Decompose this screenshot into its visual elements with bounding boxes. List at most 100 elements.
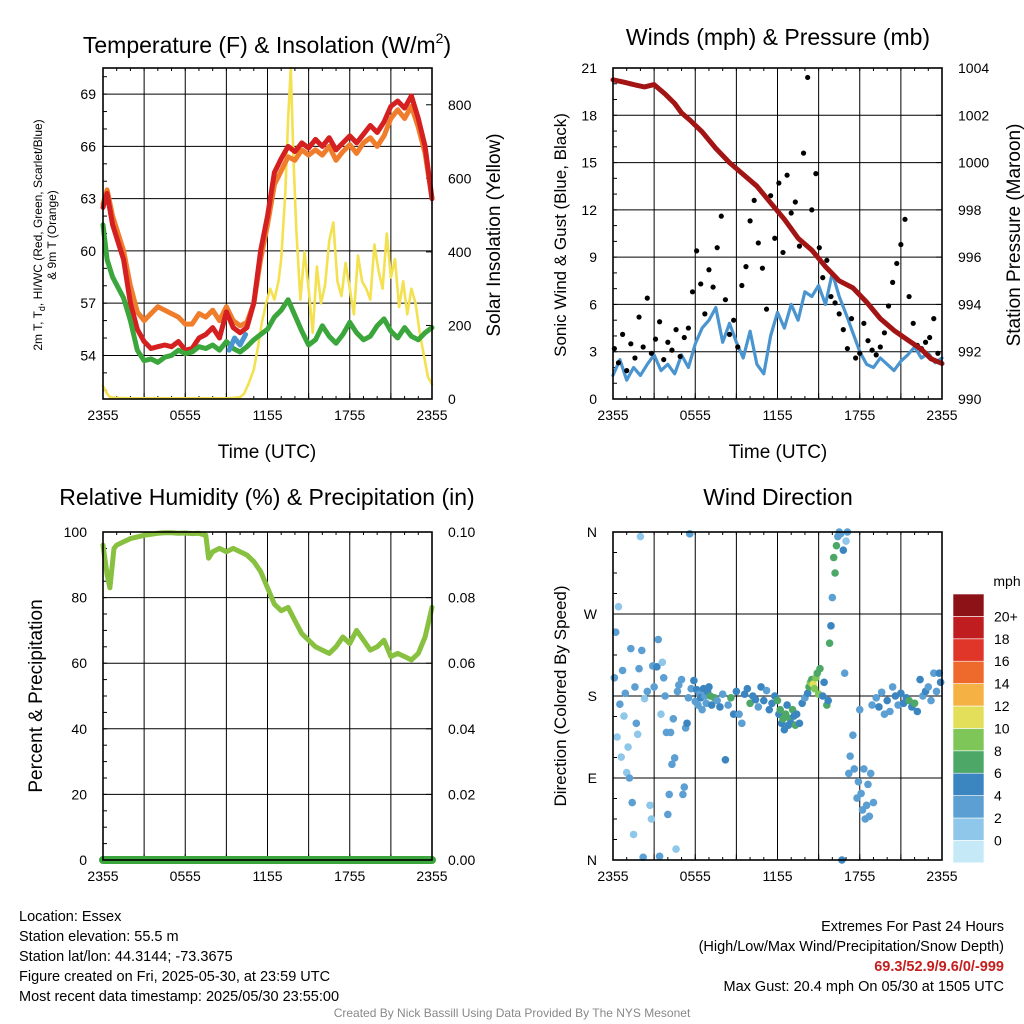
direction-point (631, 683, 639, 691)
gust-point (840, 327, 846, 333)
temperature-panel: 2355 0555 1155 1755 2355 54 57 60 63 66 69 0 200 400 6… (31, 30, 505, 463)
direction-point (868, 701, 876, 709)
x-tick-label: 2355 (597, 407, 628, 423)
direction-point (865, 812, 874, 821)
gust-point (828, 293, 834, 300)
direction-point (866, 769, 875, 778)
x-axis-label: Time (UTC) (729, 442, 828, 463)
direction-point (632, 719, 641, 728)
direction-point (673, 687, 682, 696)
y-tick-label: 20 (71, 786, 87, 802)
direction-point (718, 690, 727, 698)
colorbar-label: 16 (994, 653, 1010, 669)
x-tick-label: 0555 (680, 868, 711, 884)
direction-point (635, 664, 643, 673)
gust-point (632, 355, 638, 361)
gust-point (816, 245, 822, 251)
direction-point (677, 675, 686, 684)
gust-point (784, 172, 790, 178)
y-tick-label: 21 (581, 60, 597, 76)
y-tick-label: 66 (80, 138, 96, 154)
direction-point (657, 710, 665, 719)
y-tick-label: 3 (589, 344, 597, 360)
direction-point (936, 678, 945, 687)
direction-point (855, 705, 864, 714)
direction-point (705, 683, 713, 691)
max-gust-text: Max Gust: 20.4 mph On 05/30 at 1505 UTC (723, 979, 1004, 995)
plot-frame (102, 531, 433, 861)
direction-point (820, 678, 828, 687)
direction-point (765, 705, 774, 714)
y-right-tick-label: 400 (448, 244, 472, 260)
colorbar-swatch (952, 705, 985, 729)
direction-point (831, 569, 839, 577)
temp-2m-line (100, 93, 435, 353)
direction-point (684, 694, 693, 702)
y-right-tick-label: 990 (958, 391, 982, 407)
gust-point (698, 281, 704, 287)
direction-point (776, 705, 785, 714)
gust-point (800, 150, 807, 156)
colorbar-label: 4 (994, 788, 1002, 804)
direction-point (825, 639, 834, 647)
x-axis-label: Time (UTC) (218, 442, 317, 463)
gust-point (681, 334, 687, 341)
direction-point (620, 712, 628, 720)
chart-title-main: Temperature (F) & Insolation (W/m (83, 32, 436, 58)
y-axis-label-right: Station Pressure (Maroon) (1004, 124, 1024, 347)
direction-point (913, 707, 922, 716)
colorbar-label: 18 (994, 631, 1010, 647)
gust-point (836, 311, 842, 317)
dewpoint-line (100, 222, 435, 365)
chart-title: Winds (mph) & Pressure (mb) (626, 24, 930, 50)
direction-point (924, 683, 933, 691)
humidity-line (100, 530, 435, 663)
direction-point (614, 602, 623, 611)
colorbar-swatch (952, 616, 985, 640)
gust-point (722, 297, 729, 303)
gust-point (768, 193, 774, 199)
gust-point (844, 345, 851, 352)
direction-point (636, 532, 645, 541)
y-tick-label: E (588, 770, 597, 786)
x-tick-label: 2355 (416, 407, 447, 423)
created-text: Figure created on Fri, 2025-05-30, at 23… (19, 969, 331, 985)
chart-title: Wind Direction (703, 484, 853, 510)
x-tick-label: 2355 (87, 868, 118, 884)
gust-point (890, 279, 896, 285)
y-tick-label: 12 (581, 202, 597, 218)
direction-point (729, 710, 738, 719)
y-axis-label-left: 2m T, Td, HI/WC (Red, Green, Scarlet/Blu… (31, 119, 47, 350)
y-right-tick-label: 0 (448, 391, 456, 407)
direction-point (803, 689, 812, 698)
y-right-tick-label: 200 (448, 317, 472, 333)
direction-point (860, 765, 868, 773)
station-info: Location: Essex Station elevation: 55.5 … (19, 907, 339, 1007)
direction-point (683, 719, 691, 728)
direction-point (647, 815, 656, 823)
latlon-text: Station lat/lon: 44.3144; -73.3675 (19, 949, 233, 965)
gust-point (619, 331, 626, 337)
gust-point (922, 339, 929, 345)
wind-pressure-panel: 2355 0555 1155 1755 235503691215182199099299… (551, 24, 1024, 463)
gust-point (685, 325, 691, 331)
plot-frame (612, 67, 943, 400)
direction-point (633, 730, 642, 739)
x-tick-label: 2355 (926, 407, 957, 423)
colorbar-label: 8 (994, 743, 1002, 759)
speed-colorbar: mph 0 2 4 6 8 10 12 14 16 18 20+ (952, 573, 1021, 864)
direction-point (670, 754, 679, 762)
direction-point (818, 692, 827, 700)
direction-point (762, 686, 771, 695)
y-right-tick-label: 0.04 (448, 721, 475, 737)
direction-point (621, 689, 630, 698)
pressure-line (610, 77, 945, 366)
x-tick-label: 0555 (170, 868, 201, 884)
direction-point (916, 675, 924, 684)
direction-point (836, 530, 845, 538)
gust-point (881, 330, 888, 336)
gust-point (689, 289, 696, 295)
gust-point (665, 339, 671, 345)
